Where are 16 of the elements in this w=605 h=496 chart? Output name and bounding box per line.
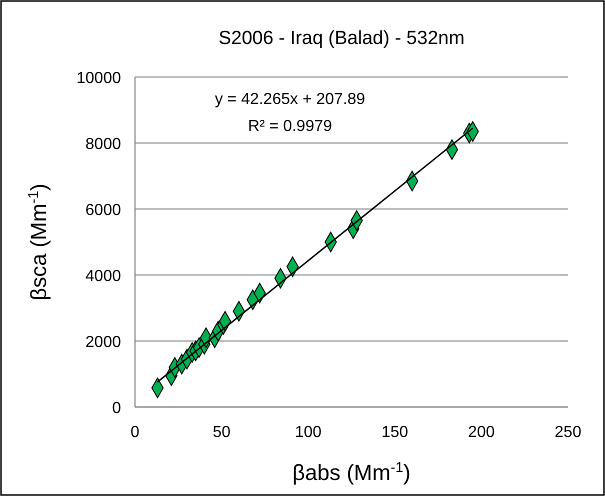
x-tick-label: 250 [554,424,582,441]
y-tick-label: 6000 [85,202,122,219]
x-tick-label: 0 [130,424,140,441]
y-tick-label: 10000 [76,70,122,87]
x-tick-label: 100 [294,424,322,441]
x-tick-label: 200 [468,424,495,441]
annotation: y = 42.265x + 207.89 [214,91,366,108]
chart-title: S2006 - Iraq (Balad) - 532nm [218,28,465,49]
x-axis-title: βabs (Mm$^{-1}$) [292,460,411,485]
annotation: R² = 0.9979 [248,118,332,135]
y-tick-label: 2000 [85,334,122,351]
y-tick-label: 0 [112,400,122,417]
x-tick-label: 50 [212,424,231,441]
y-tick-label: 8000 [85,136,122,153]
y-tick-label: 4000 [85,268,122,285]
x-tick-label: 150 [381,424,408,441]
